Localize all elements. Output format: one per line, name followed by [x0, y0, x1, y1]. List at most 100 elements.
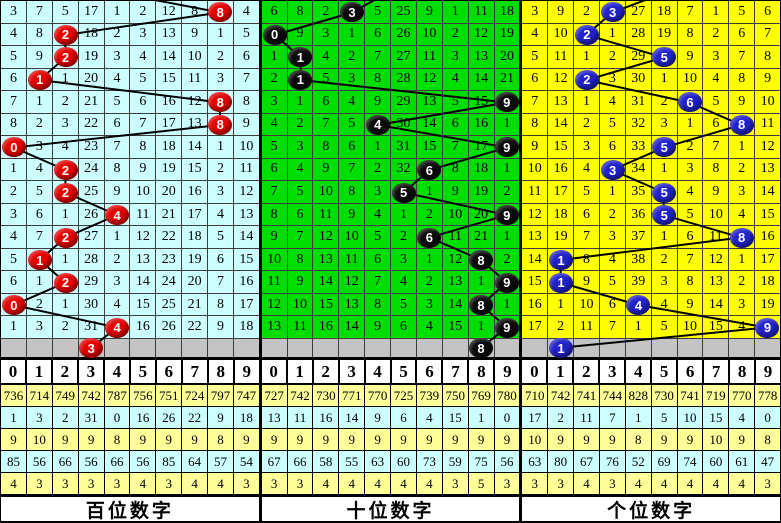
cell: 4	[104, 68, 131, 92]
cell: 6	[313, 91, 340, 114]
stat-cell: 5	[468, 473, 495, 495]
cell: 1	[729, 248, 756, 272]
cell: 12	[416, 68, 443, 92]
cell: 6	[703, 113, 730, 137]
cell: 4	[261, 113, 288, 137]
draw-ball: 8	[729, 227, 754, 248]
header-cell: 1	[548, 360, 575, 383]
cell: 9	[522, 136, 549, 159]
header-cell: 7	[704, 360, 731, 383]
stat-cell: 61	[729, 451, 756, 473]
stat-cell: 4	[625, 473, 652, 495]
cell: 2	[391, 226, 417, 249]
cell: 3	[313, 23, 340, 47]
cell: 9	[755, 69, 781, 92]
header-cell: 0	[522, 360, 549, 383]
cell: 2	[548, 316, 575, 339]
cell: 15	[182, 158, 208, 182]
chart-row: 13 11 16 14 9 6 4 15 1	[261, 316, 520, 339]
cell: 21	[78, 91, 105, 114]
chart-row: 4 2 7 5 30 14 6 16 1	[261, 113, 520, 137]
cell: 11	[313, 203, 340, 227]
stat-row: 10 9 9 9 8 9 9 10 9 8	[522, 429, 781, 451]
cell: 6	[365, 248, 392, 272]
cell	[288, 338, 314, 357]
cell: 13	[233, 204, 259, 227]
cell: 14	[548, 113, 575, 137]
cell: 17	[548, 181, 575, 204]
cell: 11	[548, 46, 575, 69]
cell: 1	[599, 181, 626, 204]
cell: 3	[729, 293, 756, 317]
cell: 9	[677, 293, 704, 317]
cell: 17	[78, 1, 105, 24]
cell	[755, 316, 781, 339]
stat-cell: 10	[26, 429, 53, 451]
stat-cell: 4	[651, 473, 678, 495]
cell: 1	[52, 203, 79, 227]
cell: 13	[156, 23, 183, 47]
draw-ball: 9	[494, 137, 519, 158]
divider	[522, 383, 781, 385]
cell: 17	[522, 316, 549, 339]
cell: 5	[365, 1, 392, 24]
cell: 6	[365, 23, 392, 47]
cell: 6	[104, 113, 131, 137]
cell: 19	[651, 23, 678, 47]
cell: 19	[468, 181, 495, 204]
cell: 15	[130, 293, 157, 317]
draw-ball: 3	[600, 160, 625, 180]
cell: 26	[78, 203, 105, 227]
cell: 7	[1, 91, 27, 114]
cell: 9	[548, 1, 575, 24]
chart-row: 4 10 1 28 19 8 2 6 7	[522, 23, 781, 47]
cell: 2	[574, 1, 600, 24]
stat-row: 63 80 67 76 52 69 74 60 61 47	[522, 451, 781, 473]
chart-row: 7 5 10 8 3 1 9 19 2	[261, 181, 520, 204]
stat-cell: 730	[651, 385, 678, 407]
stat-cell: 60	[703, 451, 730, 473]
stat-cell: 4	[391, 473, 417, 495]
cell: 5	[313, 68, 340, 92]
cell: 2	[494, 249, 520, 272]
cell: 14	[182, 136, 208, 159]
stat-cell: 16	[313, 407, 340, 429]
stats-rows: 710 742 741 744 828 730 741 719 770 778 17 2 11 7 1 5 10…	[522, 385, 781, 495]
cell: 12	[755, 136, 781, 159]
cell: 25	[156, 293, 183, 317]
cell: 12	[261, 293, 288, 317]
cell: 7	[233, 69, 259, 92]
cell: 5	[391, 293, 417, 317]
cell: 9	[442, 181, 469, 204]
draw-ball: 4	[105, 317, 130, 338]
cell: 3	[416, 293, 443, 317]
cell: 27	[625, 1, 652, 24]
cell: 4	[574, 158, 600, 182]
cell: 19	[78, 46, 105, 69]
chart-row: 3 1 6 4 9 29 13 5 15	[261, 91, 520, 114]
cell: 7	[26, 226, 53, 249]
cell: 31	[78, 316, 105, 339]
draw-ball: 0	[1, 295, 26, 316]
cell: 19	[755, 294, 781, 317]
cell: 1	[104, 1, 131, 24]
stat-cell: 750	[442, 385, 469, 407]
cell: 3	[1, 203, 27, 227]
cell: 6	[339, 136, 366, 159]
cell: 39	[625, 271, 652, 294]
cell: 8	[1, 113, 27, 137]
cell: 1	[599, 23, 626, 47]
divider	[522, 495, 781, 497]
cell: 1	[26, 271, 53, 294]
cell: 8	[442, 158, 469, 182]
cell: 9	[261, 226, 288, 249]
stat-cell: 9	[339, 429, 366, 451]
draw-ball: 1	[549, 272, 574, 293]
panel-footer-label: 个位数字	[607, 500, 696, 522]
stat-cell: 3	[522, 473, 549, 495]
cell: 3	[391, 248, 417, 272]
draw-ball: 2	[574, 69, 599, 90]
cell: 2	[416, 203, 443, 227]
stat-cell: 15	[703, 407, 730, 429]
